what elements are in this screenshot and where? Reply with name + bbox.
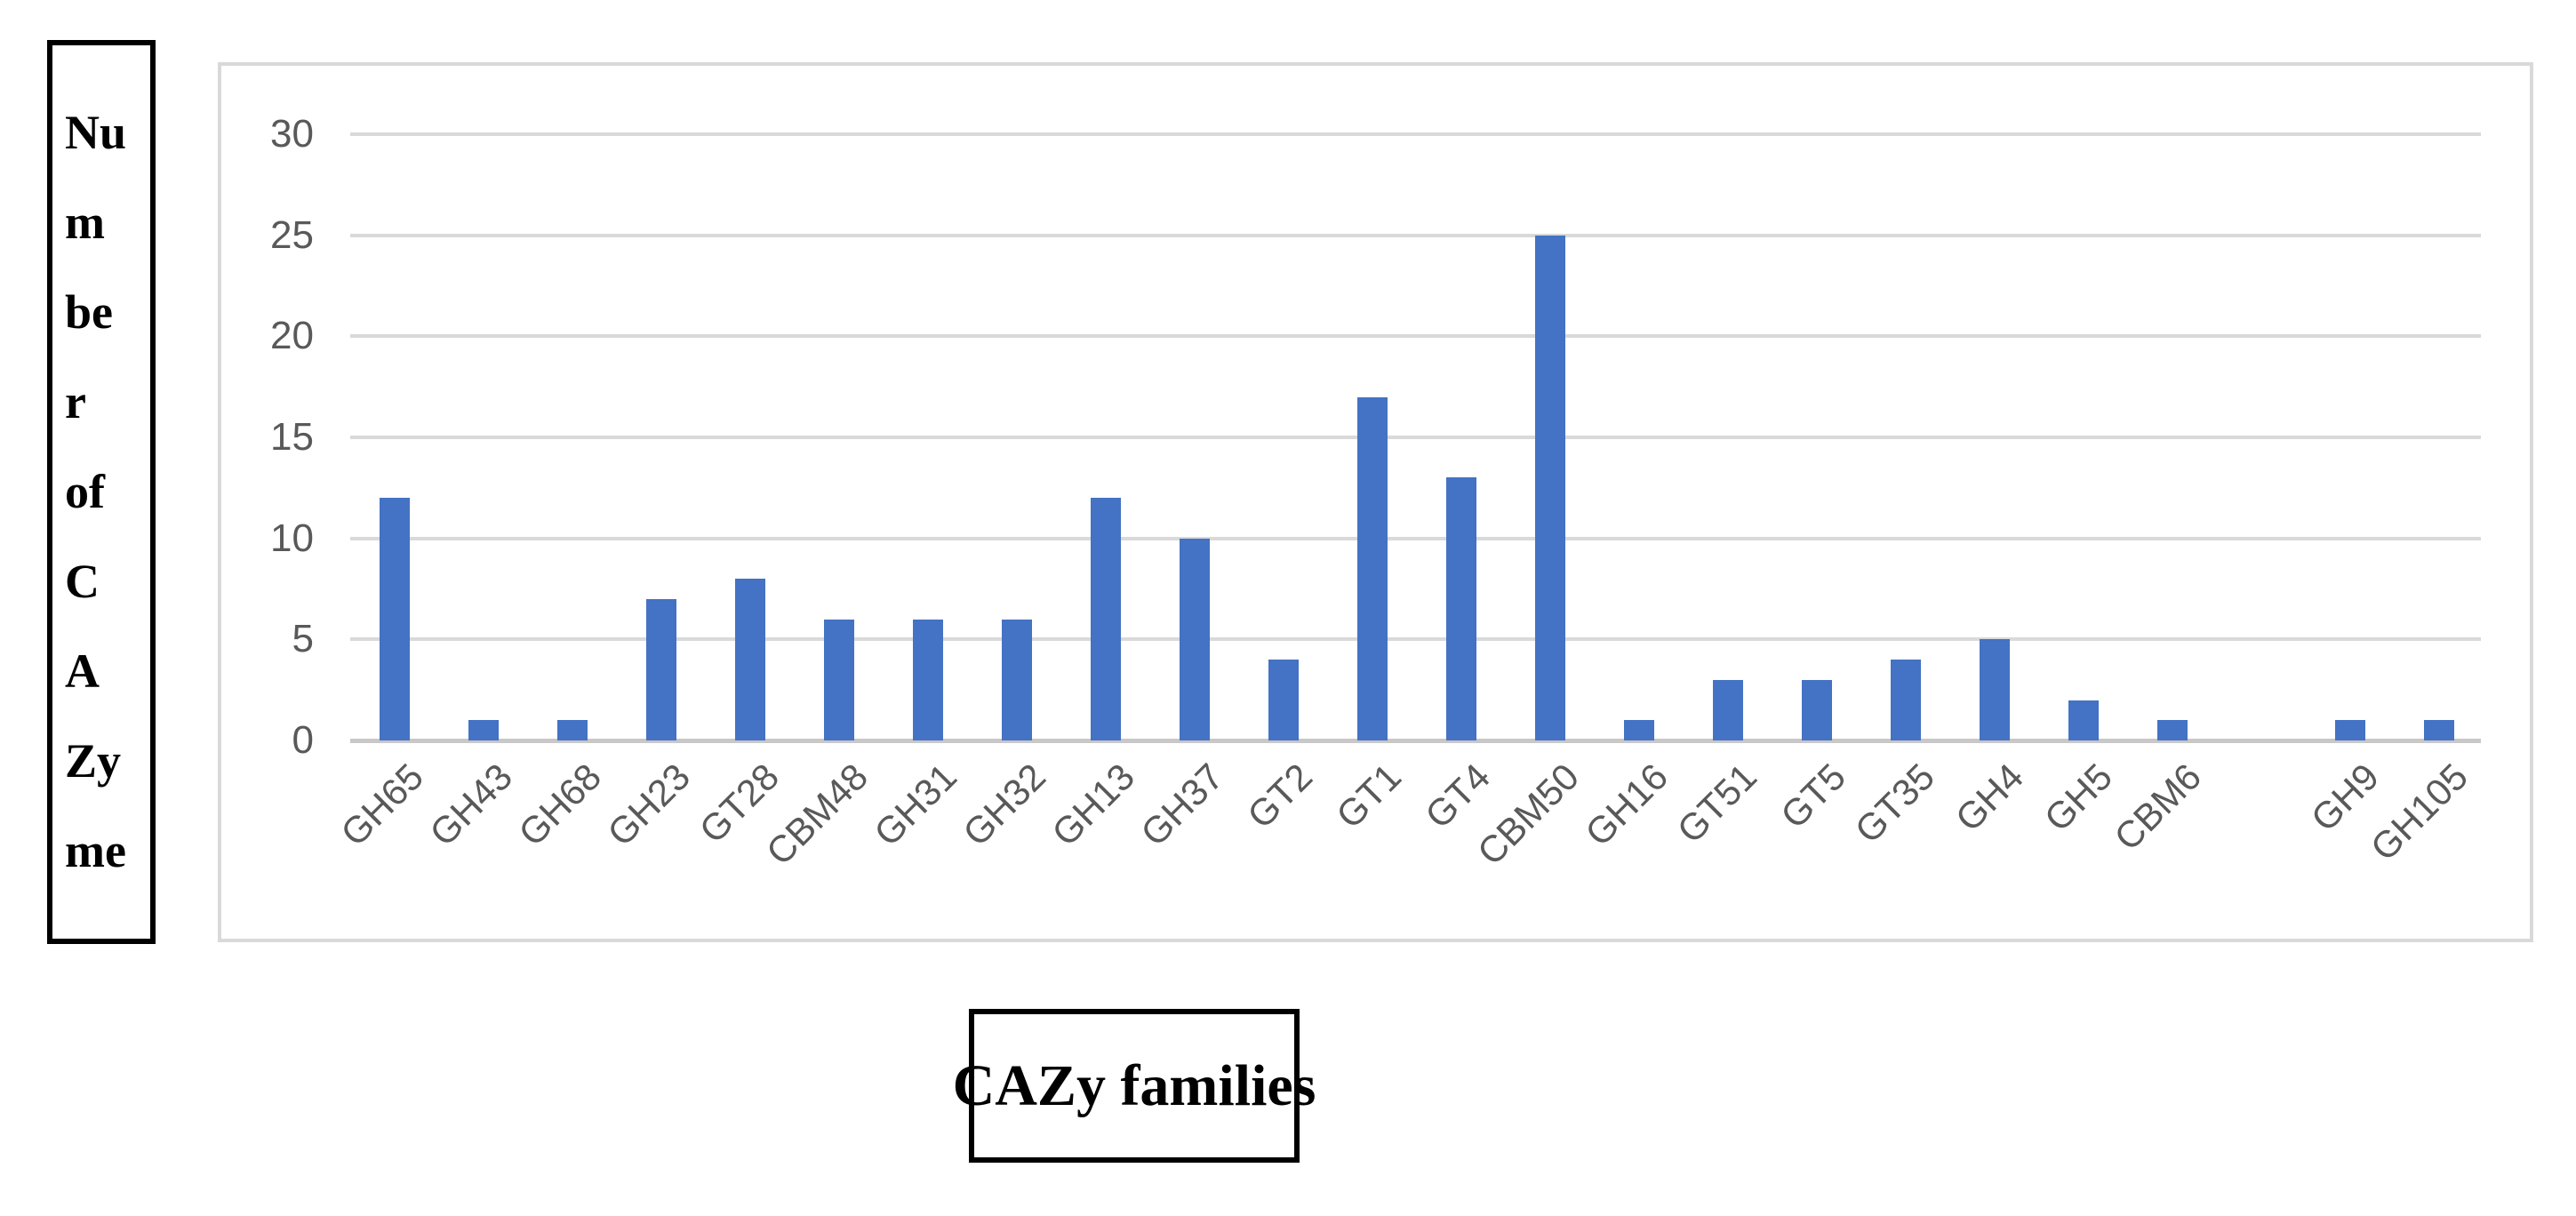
bar-GH43 — [468, 720, 499, 740]
bar-GT1 — [1357, 396, 1388, 740]
gridline — [350, 233, 2481, 237]
bar-GH31 — [913, 619, 943, 740]
gridline — [350, 334, 2481, 339]
bar-GH65 — [380, 498, 410, 740]
y-axis-title-line: m — [65, 196, 105, 249]
y-tick-label: 30 — [270, 112, 314, 156]
y-axis-title-line: Nu — [65, 106, 127, 159]
y-axis-title-line: of — [65, 465, 105, 518]
bar-GT35 — [1891, 660, 1921, 740]
plot-area: 0 5 10 15 20 25 30 GH65 GH43 GH68 GH23 GT28 CBM48 GH3… — [218, 62, 2533, 942]
y-tick-label: 25 — [270, 212, 314, 257]
bar-GH37 — [1180, 538, 1210, 740]
bar-GH4 — [1980, 639, 2010, 740]
x-axis-line — [350, 739, 2481, 743]
bar-GH23 — [646, 598, 676, 740]
bar-GT5 — [1802, 679, 1832, 740]
bar-GH32 — [1002, 619, 1032, 740]
bar-CBM48 — [824, 619, 854, 740]
bar-CBM50 — [1535, 235, 1565, 740]
y-axis-title-line: A — [65, 644, 100, 698]
y-axis-title-line: be — [65, 285, 113, 339]
bar-GH5 — [2068, 700, 2099, 740]
y-axis-title-box: Nu m be r of C A Zy me — [47, 40, 156, 944]
bar-GH13 — [1091, 498, 1121, 740]
gridline — [350, 637, 2481, 642]
y-tick-label: 0 — [292, 718, 314, 762]
y-tick-label: 20 — [270, 314, 314, 358]
y-axis-title-line: me — [65, 824, 126, 877]
bar-GT51 — [1713, 679, 1743, 740]
bar-GT4 — [1446, 477, 1476, 740]
y-axis-title-line: Zy — [65, 734, 122, 788]
y-tick-label: 15 — [270, 415, 314, 459]
bar-GH105 — [2424, 720, 2454, 740]
bar-GT28 — [735, 579, 765, 740]
gridline — [350, 436, 2481, 439]
bar-GH9 — [2335, 720, 2365, 740]
x-axis-title: CAZy families — [952, 1052, 1316, 1118]
y-axis-title-line: r — [65, 375, 86, 428]
gridline — [350, 132, 2481, 136]
gridline — [350, 536, 2481, 540]
y-axis-title-line: C — [65, 555, 100, 608]
bar-GT2 — [1268, 660, 1299, 740]
bar-GH16 — [1624, 720, 1654, 740]
bar-CBM6 — [2157, 720, 2188, 740]
x-axis-title-box: CAZy families — [953, 1009, 1316, 1163]
y-tick-label: 10 — [270, 516, 314, 560]
y-tick-label: 5 — [292, 617, 314, 661]
bar-GH68 — [557, 720, 588, 740]
